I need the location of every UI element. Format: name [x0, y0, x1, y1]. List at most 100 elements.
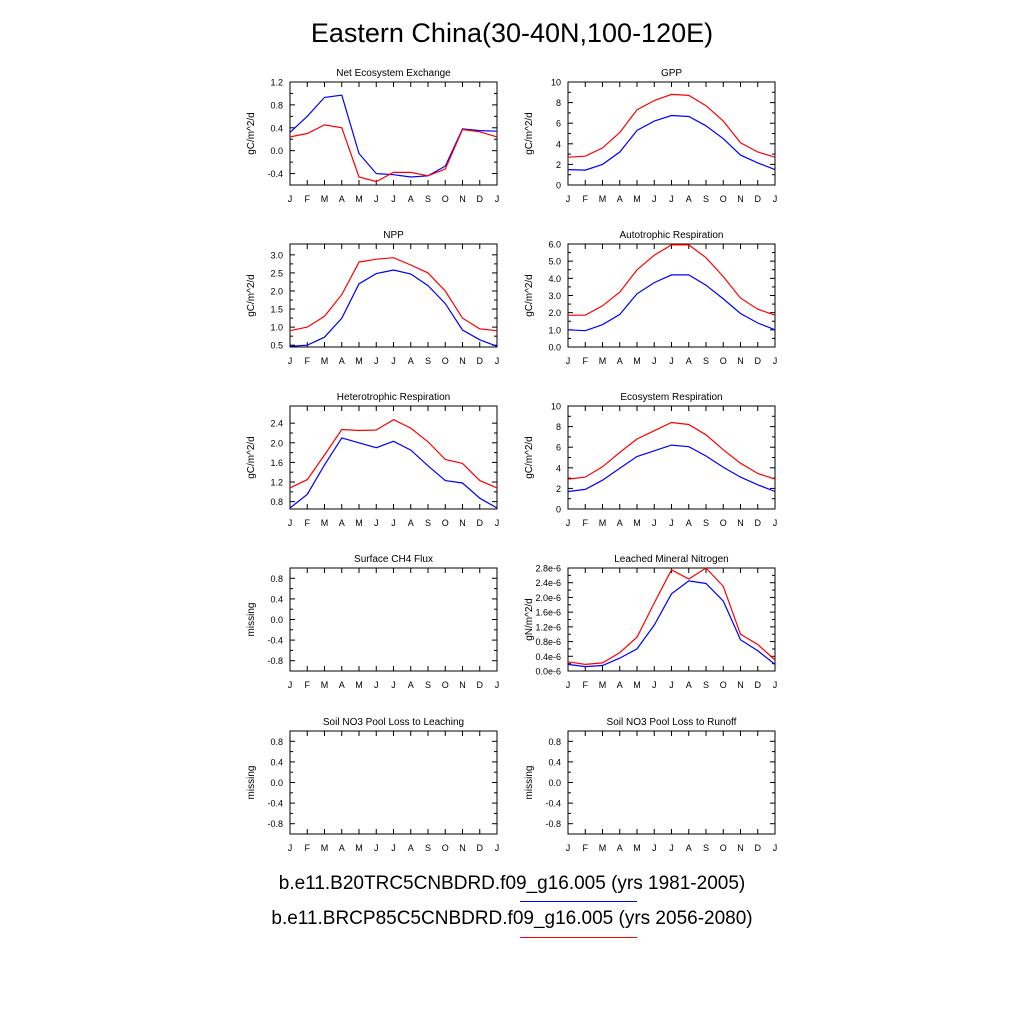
x-tick-label: J: [566, 356, 571, 366]
x-tick-label: J: [288, 518, 293, 528]
y-tick-label: 1.6e-6: [535, 608, 561, 618]
series-line-future: [289, 419, 498, 489]
y-tick-label: 0.0: [270, 146, 283, 156]
panel-title: Soil NO3 Pool Loss to Leaching: [323, 717, 464, 728]
x-tick-label: N: [459, 356, 466, 366]
x-tick-label: J: [652, 356, 657, 366]
y-axis-label: gC/m^2/d: [524, 274, 535, 317]
panel-title: Autotrophic Respiration: [620, 230, 724, 241]
x-tick-label: J: [566, 518, 571, 528]
panel-title: Net Ecosystem Exchange: [336, 68, 451, 79]
x-tick-label: A: [686, 680, 692, 690]
x-tick-label: J: [391, 194, 396, 204]
x-tick-label: J: [391, 518, 396, 528]
panel-title: Ecosystem Respiration: [620, 392, 722, 403]
x-tick-label: O: [442, 843, 449, 853]
y-tick-label: 10: [551, 402, 561, 412]
x-tick-label: M: [321, 194, 329, 204]
x-tick-label: J: [495, 356, 500, 366]
x-tick-label: D: [477, 194, 484, 204]
y-tick-label: 0.0e-6: [535, 667, 561, 677]
y-tick-label: 1.0: [270, 323, 283, 333]
x-tick-label: N: [737, 518, 744, 528]
x-tick-label: M: [599, 680, 607, 690]
x-tick-label: N: [459, 518, 466, 528]
x-tick-label: J: [288, 843, 293, 853]
x-tick-label: J: [374, 356, 379, 366]
x-tick-label: J: [566, 843, 571, 853]
series-line-historical: [567, 274, 776, 332]
y-tick-label: 0: [556, 181, 561, 191]
y-tick-label: 1.2: [270, 78, 283, 88]
x-tick-label: J: [566, 194, 571, 204]
y-tick-label: 0: [556, 505, 561, 515]
x-tick-label: J: [288, 194, 293, 204]
panel-title: Surface CH4 Flux: [354, 554, 433, 565]
x-tick-label: J: [374, 518, 379, 528]
x-tick-label: S: [425, 843, 431, 853]
x-tick-label: S: [703, 680, 709, 690]
x-tick-label: A: [408, 518, 414, 528]
y-tick-label: 2.0: [270, 438, 283, 448]
legend-entry-future: b.e11.BRCP85C5CNBDRD.f09_g16.005 (yrs 20…: [271, 908, 753, 929]
x-tick-label: M: [599, 518, 607, 528]
y-tick-label: 2.5: [270, 268, 283, 278]
x-tick-label: J: [495, 843, 500, 853]
x-tick-label: M: [321, 356, 329, 366]
y-tick-label: 6: [556, 443, 561, 453]
y-tick-label: 0.4: [270, 594, 283, 604]
x-tick-label: S: [425, 356, 431, 366]
y-axis-label: gC/m^2/d: [524, 112, 535, 155]
x-tick-label: D: [477, 843, 484, 853]
plot-frame: [567, 730, 776, 835]
x-tick-label: O: [720, 194, 727, 204]
x-tick-label: O: [720, 843, 727, 853]
y-tick-label: 2.4: [270, 419, 283, 429]
y-tick-label: 5.0: [548, 257, 561, 267]
x-tick-label: J: [652, 518, 657, 528]
series-line-future: [567, 421, 776, 480]
panel-title: Heterotrophic Respiration: [337, 392, 450, 403]
y-tick-label: 1.6: [270, 458, 283, 468]
y-tick-label: 6: [556, 119, 561, 129]
x-tick-label: M: [321, 680, 329, 690]
x-tick-label: M: [355, 518, 363, 528]
panel-title: Soil NO3 Pool Loss to Runoff: [607, 717, 737, 728]
y-tick-label: 4: [556, 463, 561, 473]
x-tick-label: J: [374, 194, 379, 204]
legend-swatch-historical: [520, 901, 637, 902]
y-tick-label: -0.4: [545, 799, 561, 809]
x-tick-label: J: [374, 680, 379, 690]
y-tick-label: 10: [551, 78, 561, 88]
x-tick-label: J: [669, 518, 674, 528]
plot-frame: [289, 81, 498, 186]
x-tick-label: D: [755, 194, 762, 204]
x-tick-label: J: [773, 843, 778, 853]
y-tick-label: 8: [556, 422, 561, 432]
x-tick-label: N: [459, 843, 466, 853]
plot-frame: [289, 567, 498, 672]
y-tick-label: 0.8: [270, 737, 283, 747]
x-tick-label: D: [755, 356, 762, 366]
legend-entry-historical: b.e11.B20TRC5CNBDRD.f09_g16.005 (yrs 198…: [278, 873, 746, 894]
x-tick-label: F: [305, 843, 311, 853]
series-line-historical: [567, 580, 776, 668]
x-tick-label: F: [583, 356, 589, 366]
x-tick-label: S: [425, 518, 431, 528]
legend-swatch-future: [520, 937, 637, 938]
y-axis-label: missing: [246, 603, 257, 637]
x-tick-label: J: [374, 843, 379, 853]
plot-frame: [567, 243, 776, 348]
x-tick-label: D: [477, 518, 484, 528]
x-tick-label: A: [339, 518, 345, 528]
y-tick-label: 0.4: [548, 757, 561, 767]
series-line-future: [567, 567, 776, 666]
y-tick-label: 0.4: [270, 123, 283, 133]
x-tick-label: J: [669, 356, 674, 366]
series-line-historical: [289, 437, 498, 509]
